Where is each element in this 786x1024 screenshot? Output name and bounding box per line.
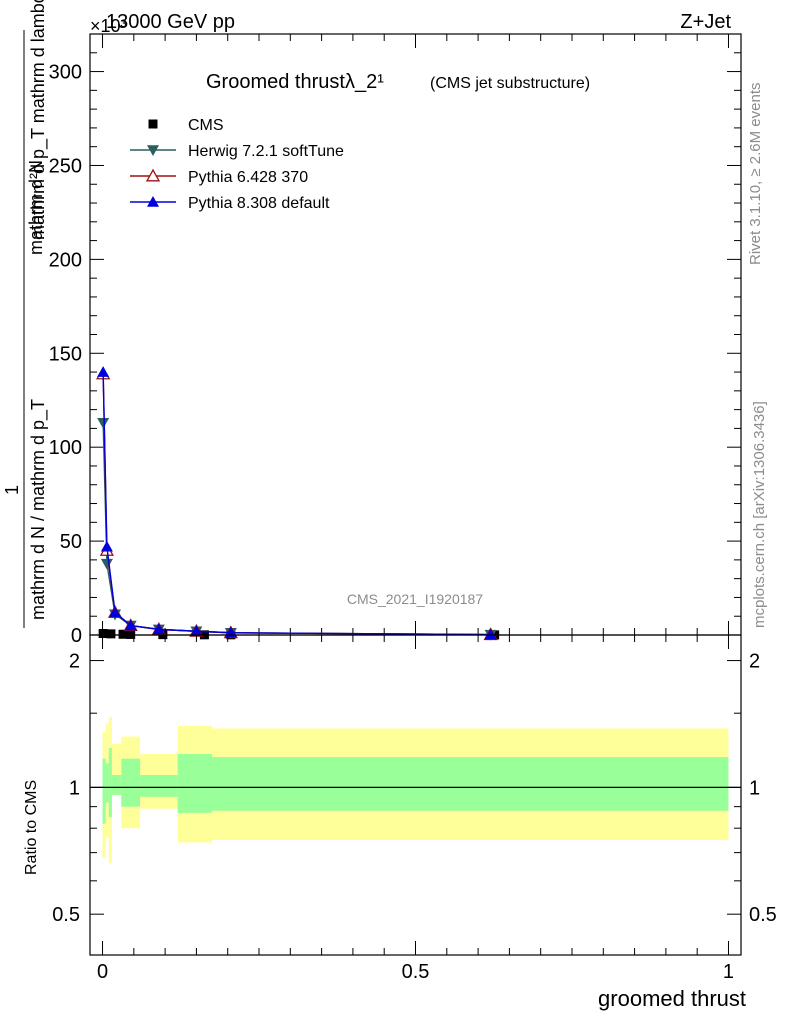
ylabel-one: 1	[2, 485, 22, 495]
legend-item: Pythia 6.428 370	[130, 168, 308, 186]
ratio-ytick-label: 1	[69, 777, 80, 799]
main-ytick-label: 50	[60, 531, 82, 553]
data-point	[118, 629, 128, 639]
header-right: Z+Jet	[680, 11, 731, 33]
ratio-ytick-label: 2	[69, 651, 80, 673]
band-bin	[111, 743, 122, 795]
data-point	[97, 417, 110, 429]
data-point	[147, 145, 159, 156]
ylabel-denominator-top: mathrm d p_T mathrm d lambda	[28, 0, 49, 240]
main-y-label: mathrm d²N mathrm d N / mathrm d p_T 1 m…	[2, 0, 49, 628]
data-point	[100, 558, 113, 570]
band-bin	[102, 758, 106, 824]
main-panel: 0 50 100 150 200 250 300 Groomed thrustλ_2¹ (C…	[49, 33, 742, 647]
ylabel-numerator: mathrm d²N	[26, 160, 46, 255]
mcplots-label: mcplots.cern.ch [arXiv:1306.3436]	[751, 401, 768, 628]
header-left: 13000 GeV pp	[106, 11, 235, 33]
data-point	[148, 119, 158, 129]
ratio-xtick-label: 0	[97, 961, 108, 983]
band-bin	[177, 754, 213, 813]
analysis-watermark: CMS_2021_I1920187	[347, 591, 483, 607]
ratio-xtick-label: 0.5	[402, 961, 430, 983]
legend-item: Herwig 7.2.1 softTune	[130, 143, 344, 160]
chart-subtitle: (CMS jet substructure)	[430, 75, 590, 92]
data-point	[97, 366, 110, 377]
data-point	[98, 628, 108, 638]
ratio-xtick-label: 1	[723, 961, 734, 983]
band-bin	[108, 748, 112, 818]
band-bin	[121, 758, 141, 807]
data-point	[145, 168, 161, 182]
legend-label: CMS	[188, 117, 224, 134]
ratio-y-axis: 0.5 0.5 1 1 2 2	[52, 651, 777, 927]
ratio-ytick-label-right: 1	[749, 777, 760, 799]
band-bin	[105, 763, 109, 803]
series-herwig-7-2-1-softtune	[97, 417, 497, 641]
band-statistical-uncertainty	[102, 748, 729, 824]
band-bin	[111, 774, 122, 795]
main-ytick-label: 250	[49, 155, 82, 177]
chart-title: Groomed thrustλ_2¹	[206, 71, 384, 93]
legend: CMS Herwig 7.2.1 softTune Pythia 6.428 370…	[130, 117, 344, 212]
rivet-label: Rivet 3.1.10, ≥ 2.6M events	[747, 83, 764, 266]
main-ytick-label: 200	[49, 249, 82, 271]
main-ytick-label: 0	[71, 625, 82, 647]
data-point	[106, 629, 116, 639]
ylabel-denominator: mathrm d N / mathrm d p_T	[28, 399, 49, 620]
ratio-ytick-label: 0.5	[52, 904, 80, 926]
data-point	[124, 619, 137, 631]
legend-item: CMS	[148, 117, 224, 134]
data-point	[109, 606, 122, 618]
band-bin	[246, 757, 729, 811]
main-ytick-label: 100	[49, 437, 82, 459]
main-y-axis: 0 50 100 150 200 250 300	[49, 33, 741, 647]
data-point	[484, 628, 497, 640]
x-axis-label: groomed thrust	[598, 986, 746, 1011]
y-exponent: ×10³	[90, 16, 127, 36]
legend-label: Herwig 7.2.1 softTune	[188, 143, 344, 160]
series-pythia-8-308-default	[97, 366, 497, 640]
main-ytick-label: 150	[49, 343, 82, 365]
data-point	[100, 540, 113, 552]
ratio-x-axis: 0 0.5 1	[97, 635, 734, 983]
data-point	[190, 625, 203, 637]
ratio-ytick-label-right: 0.5	[749, 904, 777, 926]
ratio-ytick-label-right: 2	[749, 651, 760, 673]
band-bin	[140, 774, 178, 797]
ratio-panel: 0.5 0.51 12 2 0 0.5 1	[52, 634, 777, 983]
ratio-bands	[102, 716, 729, 864]
legend-item: Pythia 8.308 default	[130, 195, 330, 212]
data-point	[152, 623, 165, 635]
band-bin	[212, 757, 247, 811]
ratio-y-label: Ratio to CMS	[23, 780, 40, 875]
main-ytick-label: 300	[49, 62, 82, 84]
data-point	[147, 196, 159, 207]
legend-label: Pythia 6.428 370	[188, 169, 308, 186]
legend-label: Pythia 8.308 default	[188, 195, 330, 212]
series-line	[102, 372, 491, 636]
